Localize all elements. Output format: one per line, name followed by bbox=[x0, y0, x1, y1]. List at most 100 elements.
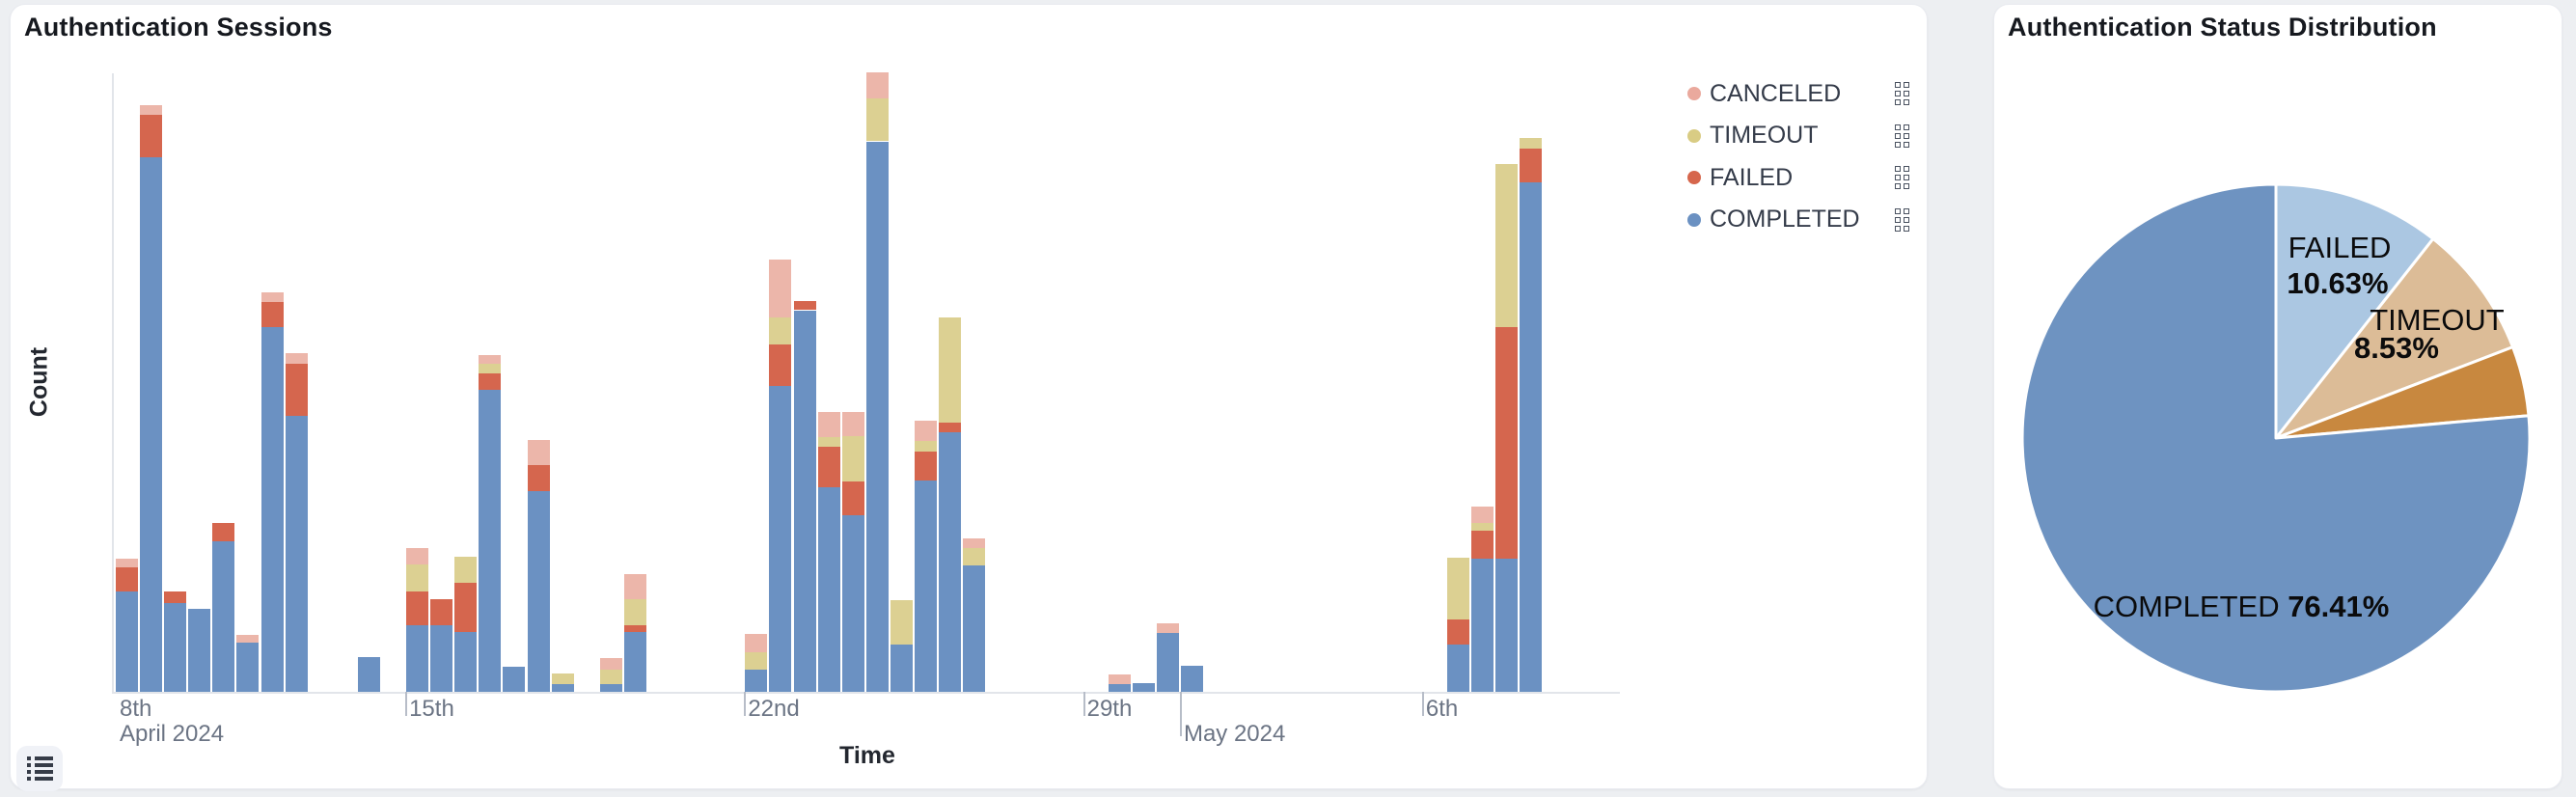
bar-segment-failed[interactable] bbox=[939, 423, 962, 432]
bar-segment-failed[interactable] bbox=[454, 582, 478, 633]
legend-item-timeout[interactable]: TIMEOUT bbox=[1687, 122, 1909, 150]
bar-segment-failed[interactable] bbox=[1446, 619, 1469, 645]
bar-segment-timeout[interactable] bbox=[406, 563, 429, 591]
bar-segment-canceled[interactable] bbox=[914, 420, 937, 442]
bar-segment-failed[interactable] bbox=[479, 372, 502, 391]
bar-segment-timeout[interactable] bbox=[1520, 138, 1543, 150]
bar-segment-completed[interactable] bbox=[454, 632, 478, 692]
bar-segment-canceled[interactable] bbox=[841, 411, 864, 437]
bar-segment-completed[interactable] bbox=[769, 385, 792, 692]
bar-segment-completed[interactable] bbox=[745, 669, 768, 692]
bar-segment-completed[interactable] bbox=[285, 416, 308, 692]
bar-segment-failed[interactable] bbox=[212, 523, 235, 541]
bar-segment-completed[interactable] bbox=[865, 141, 889, 692]
bar-segment-canceled[interactable] bbox=[1471, 507, 1494, 523]
bar-segment-completed[interactable] bbox=[551, 683, 574, 692]
pie-slice-failed[interactable] bbox=[2274, 182, 2435, 440]
drag-handle-icon[interactable] bbox=[1895, 166, 1909, 190]
bar-segment-failed[interactable] bbox=[1520, 149, 1543, 182]
bar-segment-timeout[interactable] bbox=[599, 669, 622, 684]
bar-segment-failed[interactable] bbox=[914, 452, 937, 481]
bar-segment-completed[interactable] bbox=[430, 624, 453, 692]
bar-segment-failed[interactable] bbox=[1495, 327, 1519, 559]
bar-segment-timeout[interactable] bbox=[1446, 557, 1469, 619]
bar-segment-completed[interactable] bbox=[793, 310, 816, 692]
bar-segment-completed[interactable] bbox=[479, 390, 502, 692]
bar-segment-canceled[interactable] bbox=[817, 412, 840, 437]
bar-segment-failed[interactable] bbox=[260, 302, 284, 327]
bar-segment-canceled[interactable] bbox=[260, 291, 284, 303]
bar-segment-canceled[interactable] bbox=[1108, 674, 1131, 684]
bar-segment-failed[interactable] bbox=[623, 624, 646, 633]
drag-handle-icon[interactable] bbox=[1895, 207, 1909, 232]
bar-segment-completed[interactable] bbox=[1471, 558, 1494, 692]
bar-segment-timeout[interactable] bbox=[890, 600, 913, 645]
bar-segment-timeout[interactable] bbox=[623, 599, 646, 625]
bar-segment-completed[interactable] bbox=[817, 487, 840, 692]
bar-segment-completed[interactable] bbox=[164, 602, 187, 692]
bar-segment-completed[interactable] bbox=[406, 624, 429, 692]
bar-segment-canceled[interactable] bbox=[1156, 623, 1179, 634]
bar-segment-completed[interactable] bbox=[357, 657, 380, 692]
bar-segment-completed[interactable] bbox=[1156, 633, 1179, 692]
bar-segment-completed[interactable] bbox=[914, 480, 937, 692]
bar-segment-timeout[interactable] bbox=[1471, 523, 1494, 531]
bar-segment-canceled[interactable] bbox=[963, 538, 986, 548]
bar-segment-canceled[interactable] bbox=[769, 259, 792, 318]
pie-slice-completed[interactable] bbox=[2020, 182, 2532, 694]
bar-segment-completed[interactable] bbox=[260, 326, 284, 692]
bar-segment-timeout[interactable] bbox=[479, 364, 502, 373]
bar-segment-timeout[interactable] bbox=[914, 441, 937, 453]
bar-segment-canceled[interactable] bbox=[865, 72, 889, 98]
bar-segment-canceled[interactable] bbox=[406, 547, 429, 564]
bar-segment-completed[interactable] bbox=[841, 515, 864, 692]
bar-segment-completed[interactable] bbox=[1495, 558, 1519, 692]
bar-segment-canceled[interactable] bbox=[116, 558, 138, 567]
drag-handle-icon[interactable] bbox=[1895, 82, 1909, 105]
bar-segment-completed[interactable] bbox=[1180, 666, 1203, 692]
bar-segment-completed[interactable] bbox=[963, 564, 986, 692]
drag-handle-icon[interactable] bbox=[1895, 124, 1909, 148]
bar-segment-completed[interactable] bbox=[1108, 683, 1131, 692]
bar-segment-failed[interactable] bbox=[164, 591, 187, 603]
bar-segment-timeout[interactable] bbox=[1495, 163, 1519, 328]
bar-segment-canceled[interactable] bbox=[236, 635, 260, 643]
bar-segment-canceled[interactable] bbox=[140, 104, 163, 115]
bar-segment-canceled[interactable] bbox=[285, 353, 308, 364]
bar-segment-completed[interactable] bbox=[623, 632, 646, 692]
bar-segment-canceled[interactable] bbox=[479, 355, 502, 365]
bar-segment-completed[interactable] bbox=[1446, 644, 1469, 692]
bar-segment-canceled[interactable] bbox=[745, 634, 768, 652]
bar-segment-completed[interactable] bbox=[116, 591, 138, 692]
bar-segment-timeout[interactable] bbox=[551, 673, 574, 684]
legend-item-canceled[interactable]: CANCELED bbox=[1687, 80, 1909, 107]
bar-segment-canceled[interactable] bbox=[527, 440, 550, 466]
bar-segment-timeout[interactable] bbox=[841, 436, 864, 482]
bar-segment-completed[interactable] bbox=[140, 157, 163, 692]
bar-segment-completed[interactable] bbox=[527, 490, 550, 692]
bar-segment-failed[interactable] bbox=[817, 446, 840, 488]
bar-segment-failed[interactable] bbox=[116, 566, 138, 591]
bar-segment-timeout[interactable] bbox=[865, 97, 889, 142]
legend-item-failed[interactable]: FAILED bbox=[1687, 164, 1909, 191]
bar-segment-failed[interactable] bbox=[140, 114, 163, 158]
bar-segment-failed[interactable] bbox=[430, 598, 453, 625]
bar-segment-canceled[interactable] bbox=[623, 573, 646, 600]
bar-segment-completed[interactable] bbox=[236, 642, 260, 692]
pie-slice-timeout[interactable] bbox=[2274, 237, 2514, 440]
bar-segment-timeout[interactable] bbox=[963, 547, 986, 565]
bar-segment-timeout[interactable] bbox=[817, 436, 840, 447]
bar-segment-timeout[interactable] bbox=[745, 651, 768, 670]
bar-segment-failed[interactable] bbox=[527, 465, 550, 491]
bar-segment-completed[interactable] bbox=[212, 540, 235, 692]
data-view-button[interactable] bbox=[16, 746, 63, 791]
bar-segment-failed[interactable] bbox=[285, 363, 308, 417]
legend-item-completed[interactable]: COMPLETED bbox=[1687, 206, 1909, 234]
bar-segment-failed[interactable] bbox=[769, 344, 792, 386]
bar-segment-completed[interactable] bbox=[1520, 181, 1543, 692]
bar-segment-failed[interactable] bbox=[406, 591, 429, 625]
bar-segment-timeout[interactable] bbox=[939, 316, 962, 424]
bar-segment-completed[interactable] bbox=[939, 431, 962, 692]
bar-segment-failed[interactable] bbox=[793, 300, 816, 311]
bar-segment-timeout[interactable] bbox=[769, 317, 792, 344]
